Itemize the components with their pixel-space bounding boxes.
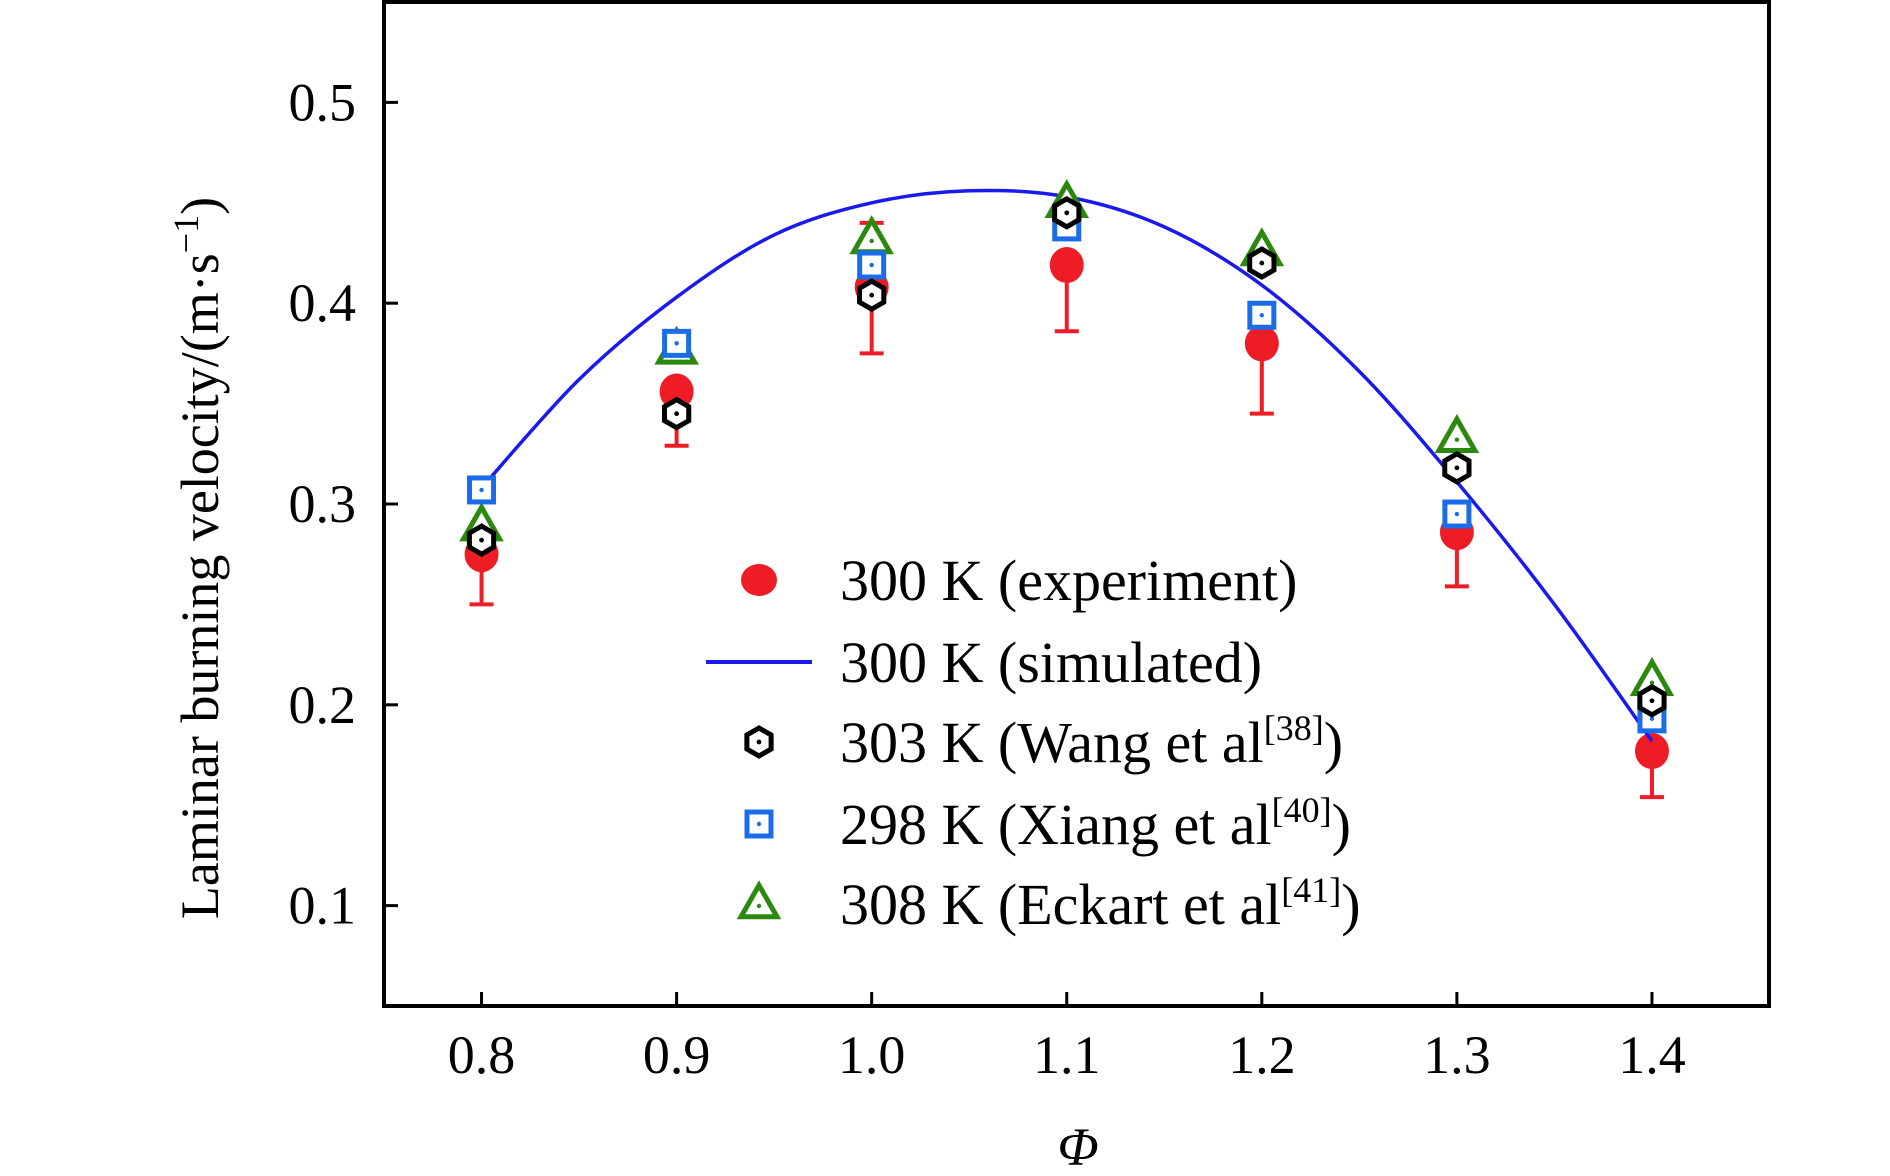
x-tick-label: 1.0 xyxy=(838,1025,906,1085)
x-tick-label: 1.3 xyxy=(1423,1025,1491,1085)
data-point-center-dot xyxy=(1454,511,1460,517)
data-point-xiang xyxy=(662,328,692,358)
y-tick-label: 0.4 xyxy=(289,273,357,333)
legend-marker-filled-circle xyxy=(741,564,777,596)
legend-marker-square xyxy=(744,809,774,839)
data-point-center-dot xyxy=(479,537,484,543)
legend-item-xiang: 298 K (Xiang et al[40]) xyxy=(744,790,1351,857)
legend-label-wang-main: 303 K (Wang et al xyxy=(840,710,1264,775)
data-point-center-dot xyxy=(1259,313,1265,318)
y-tick-label: 0.5 xyxy=(289,72,357,132)
x-axis-title: Φ xyxy=(1057,1117,1098,1176)
legend: 300 K (experiment) 300 K (simulated) 303… xyxy=(706,548,1361,937)
x-tick-label: 1.2 xyxy=(1228,1025,1296,1085)
legend-label-eckart-close: ) xyxy=(1341,872,1360,937)
data-point-center-dot xyxy=(1649,716,1655,722)
data-point-center-dot xyxy=(674,411,680,417)
data-point-xiang xyxy=(467,475,497,505)
x-tick-label: 1.4 xyxy=(1618,1025,1686,1085)
y-tick-label: 0.1 xyxy=(289,876,357,936)
data-point-eckart xyxy=(736,880,782,920)
legend-label-xiang-main: 298 K (Xiang et al xyxy=(840,792,1272,857)
legend-label-xiang: 298 K (Xiang et al[40]) xyxy=(840,790,1351,857)
axes: 0.8 0.9 1.0 1.1 1.2 1.3 1.4 0.1 0.2 0.3 0.4 0.5 xyxy=(289,72,1686,1085)
legend-marker-triangle xyxy=(736,880,782,920)
data-point-center-dot xyxy=(869,262,874,268)
data-point-xiang xyxy=(857,250,887,280)
data-point-center-dot xyxy=(756,903,762,909)
data-point-center-dot xyxy=(674,341,679,346)
data-point-center-dot xyxy=(479,487,484,493)
data-point-center-dot xyxy=(1649,698,1655,704)
legend-label-eckart: 308 K (Eckart et al[41]) xyxy=(840,870,1361,937)
data-point-center-dot xyxy=(869,238,874,244)
legend-label-xiang-ref: [40] xyxy=(1272,790,1332,830)
data-point-eckart xyxy=(1434,413,1480,453)
y-axis-title: Laminar burning velocity/(m·s−1) xyxy=(166,197,230,919)
data-point-experiment xyxy=(1244,325,1279,362)
legend-label-eckart-main: 308 K (Eckart et al xyxy=(840,872,1281,937)
data-point-xiang xyxy=(1442,499,1472,529)
x-tick-label: 1.1 xyxy=(1033,1025,1101,1085)
plot-area xyxy=(459,179,1675,800)
data-point-experiment xyxy=(1634,732,1669,769)
y-axis-title-superscript: −1 xyxy=(166,215,206,253)
legend-label-experiment: 300 K (experiment) xyxy=(840,548,1297,613)
legend-item-wang: 303 K (Wang et al[38]) xyxy=(744,708,1343,775)
data-point-center-dot xyxy=(1064,210,1070,216)
legend-item-eckart: 308 K (Eckart et al[41]) xyxy=(736,870,1361,937)
data-point-center-dot xyxy=(1454,465,1460,471)
y-tick-label: 0.3 xyxy=(289,474,357,534)
data-point-center-dot xyxy=(1649,680,1655,685)
y-tick-label: 0.2 xyxy=(289,675,357,735)
series-line-simulated xyxy=(480,188,1654,742)
data-point-experiment xyxy=(1049,247,1084,284)
data-point-experiment xyxy=(659,373,694,410)
legend-marker-hexagon xyxy=(744,725,774,759)
y-axis-title-close: ) xyxy=(170,197,230,215)
legend-label-simulated: 300 K (simulated) xyxy=(840,630,1262,695)
legend-item-experiment: 300 K (experiment) xyxy=(741,548,1297,613)
y-axis-title-main: Laminar burning velocity/(m·s xyxy=(170,253,230,919)
legend-label-wang-ref: [38] xyxy=(1264,708,1324,748)
legend-label-eckart-ref: [41] xyxy=(1281,870,1341,910)
data-point-center-dot xyxy=(1454,437,1460,442)
legend-item-simulated: 300 K (simulated) xyxy=(706,630,1262,695)
x-tick-label: 0.9 xyxy=(643,1025,711,1085)
data-point-center-dot xyxy=(869,292,875,298)
data-point-center-dot xyxy=(1259,260,1265,266)
data-point-eckart xyxy=(849,215,894,255)
legend-label-xiang-close: ) xyxy=(1332,792,1351,857)
legend-label-wang: 303 K (Wang et al[38]) xyxy=(840,708,1343,775)
data-point-center-dot xyxy=(756,821,762,827)
data-point-center-dot xyxy=(756,739,762,745)
legend-label-wang-close: ) xyxy=(1324,710,1343,775)
x-tick-label: 0.8 xyxy=(448,1025,516,1085)
